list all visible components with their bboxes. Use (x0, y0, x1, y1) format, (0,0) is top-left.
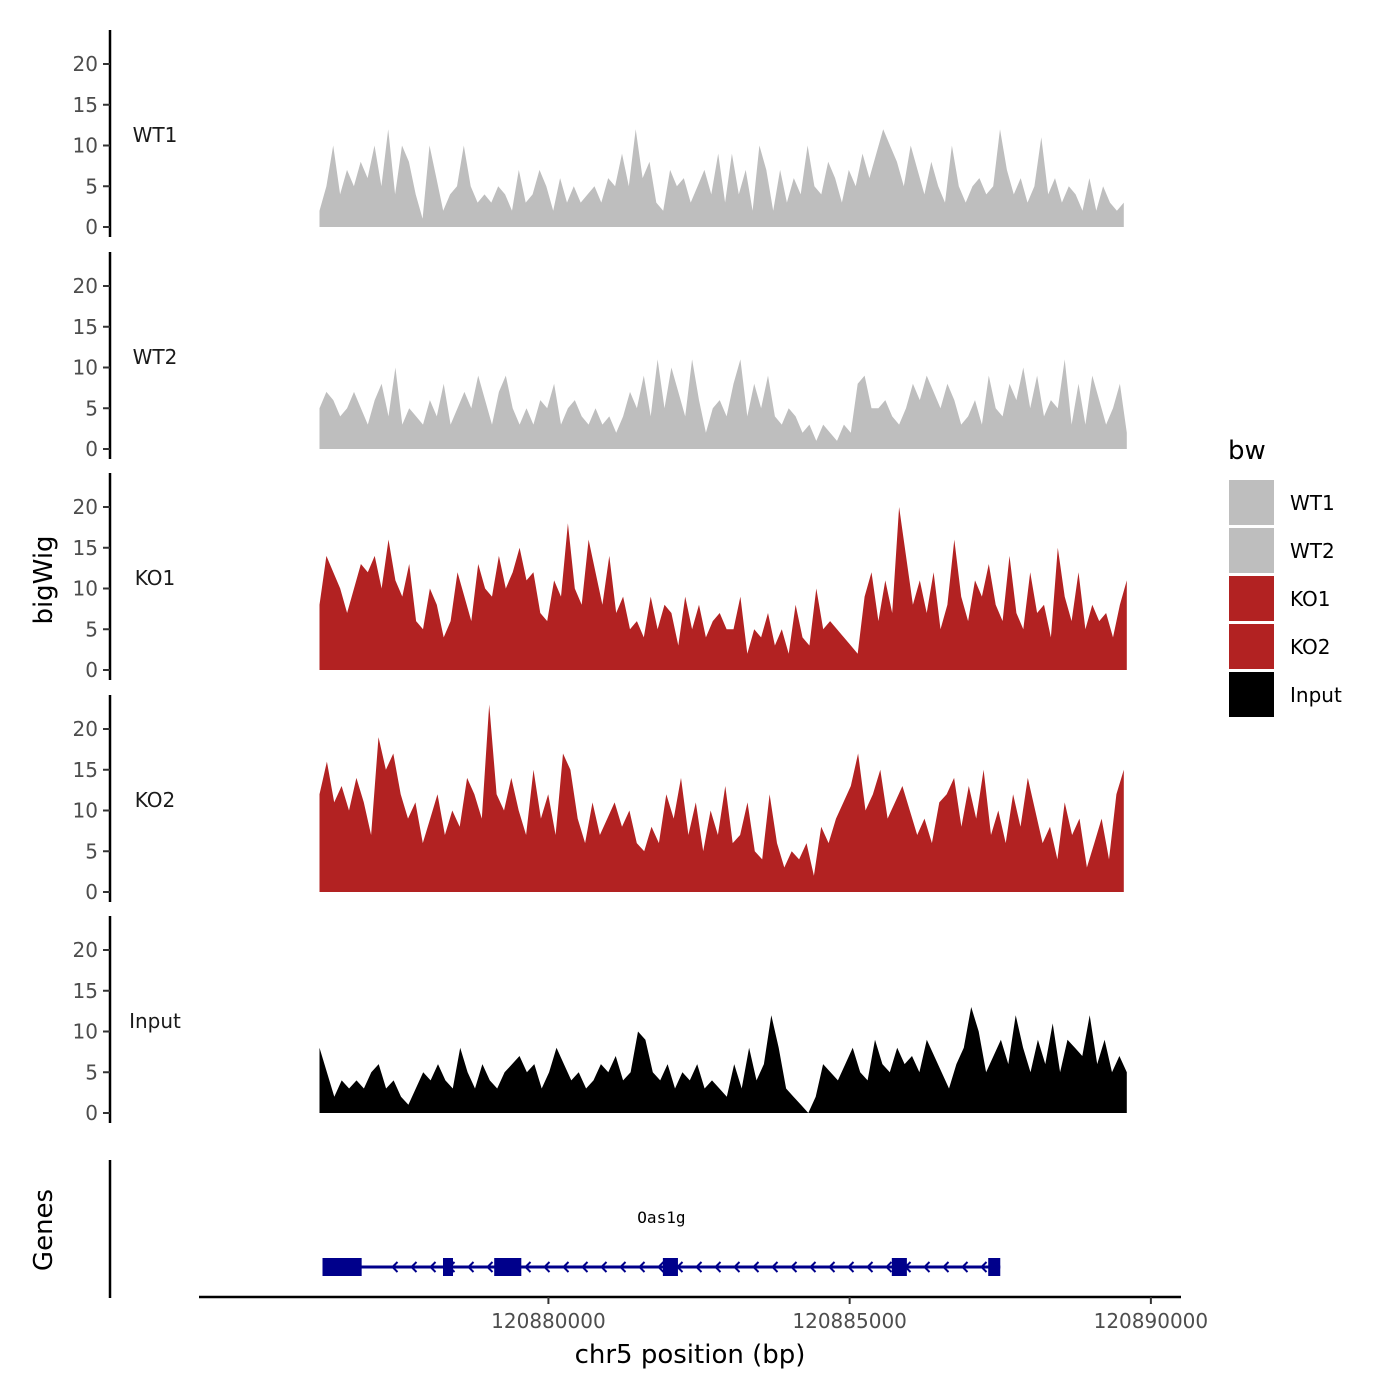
strand-arrow (942, 1261, 950, 1273)
area-input (319, 1007, 1127, 1113)
strand-arrow (695, 1261, 703, 1273)
legend-label: WT2 (1290, 539, 1335, 563)
area-ko2 (319, 704, 1124, 892)
y-tick-label: 20 (73, 938, 98, 962)
legend-swatch (1229, 528, 1274, 573)
area-ko1 (319, 507, 1127, 670)
strand-arrow (866, 1261, 874, 1273)
strand-arrow (619, 1261, 627, 1273)
strand-arrow (752, 1261, 760, 1273)
genes-axis-title: Genes (29, 1189, 59, 1271)
legend-swatch (1229, 480, 1274, 525)
legend-swatch (1229, 576, 1274, 621)
y-tick-label: 5 (85, 617, 98, 641)
y-tick-label: 0 (85, 1101, 98, 1125)
y-tick-label: 0 (85, 880, 98, 904)
strand-arrow (562, 1261, 570, 1273)
strand-arrow (885, 1261, 893, 1273)
strand-arrow (543, 1261, 551, 1273)
track-label: WT1 (133, 123, 178, 147)
y-tick-label: 10 (73, 1020, 98, 1044)
track-input: 0 5 10 15 20 Input (73, 916, 1127, 1125)
exon (891, 1258, 907, 1276)
strand-arrow (391, 1261, 399, 1273)
y-tick-label: 0 (85, 658, 98, 682)
x-tick-label: 120890000 (1094, 1309, 1209, 1333)
y-axis-title: bigWig (29, 535, 59, 624)
strand-arrow (657, 1261, 665, 1273)
x-axis-title: chr5 position (bp) (575, 1340, 806, 1370)
legend-label: KO1 (1290, 587, 1331, 611)
strand-arrow (961, 1261, 969, 1273)
exon (442, 1258, 453, 1276)
x-axis: 120880000 120885000 120890000 (199, 1295, 1209, 1333)
legend-title: bw (1228, 436, 1266, 466)
y-tick-label: 5 (85, 174, 98, 198)
exon (662, 1258, 678, 1276)
strand-arrow (733, 1261, 741, 1273)
exon (988, 1258, 1001, 1276)
strand-arrow (771, 1261, 779, 1273)
strand-arrow (600, 1261, 608, 1273)
track-label: KO1 (135, 566, 176, 590)
y-tick-label: 15 (73, 315, 98, 339)
area-wt2 (319, 359, 1127, 449)
track-ko2: 0 5 10 15 20 KO2 (73, 695, 1124, 904)
strand-arrow (828, 1261, 836, 1273)
y-tick-label: 20 (73, 495, 98, 519)
gene-track: Oas1g (108, 1160, 1001, 1298)
y-tick-label: 15 (73, 93, 98, 117)
strand-arrow (429, 1261, 437, 1273)
coverage-tracks: 0 5 10 15 20 WT1 0 5 10 15 20 WT2 0 5 10 15 20 KO1 0 5 10 15 2… (73, 30, 1127, 1125)
y-tick-label: 5 (85, 839, 98, 863)
strand-arrow (410, 1261, 418, 1273)
track-ko1: 0 5 10 15 20 KO1 (73, 473, 1127, 682)
y-tick-label: 15 (73, 758, 98, 782)
strand-arrow (847, 1261, 855, 1273)
strand-arrow (790, 1261, 798, 1273)
y-tick-label: 20 (73, 52, 98, 76)
y-tick-label: 15 (73, 536, 98, 560)
exon (322, 1258, 362, 1276)
track-label: Input (129, 1009, 181, 1033)
y-tick-label: 10 (73, 134, 98, 158)
track-wt2: 0 5 10 15 20 WT2 (73, 252, 1127, 461)
legend-label: KO2 (1290, 635, 1331, 659)
track-wt1: 0 5 10 15 20 WT1 (73, 30, 1124, 239)
legend: bw WT1 WT2 KO1 KO2 Input (1228, 436, 1342, 717)
track-label: WT2 (133, 345, 178, 369)
strand-arrow (524, 1261, 532, 1273)
y-tick-label: 20 (73, 274, 98, 298)
strand-arrow (486, 1261, 494, 1273)
y-tick-label: 20 (73, 717, 98, 741)
strand-arrow (581, 1261, 589, 1273)
strand-arrow (809, 1261, 817, 1273)
y-tick-label: 0 (85, 437, 98, 461)
legend-label: WT1 (1290, 491, 1335, 515)
y-tick-label: 5 (85, 396, 98, 420)
area-wt1 (319, 129, 1124, 227)
strand-arrow (638, 1261, 646, 1273)
legend-swatch (1229, 672, 1274, 717)
strand-arrow (467, 1261, 475, 1273)
x-tick-label: 120880000 (491, 1309, 606, 1333)
gene-name: Oas1g (637, 1208, 685, 1227)
legend-swatch (1229, 624, 1274, 669)
exon (494, 1258, 522, 1276)
y-tick-label: 5 (85, 1060, 98, 1084)
strand-arrow (714, 1261, 722, 1273)
y-tick-label: 10 (73, 799, 98, 823)
legend-label: Input (1290, 683, 1342, 707)
strand-arrow (980, 1261, 988, 1273)
y-tick-label: 10 (73, 577, 98, 601)
y-tick-label: 10 (73, 356, 98, 380)
strand-arrow (923, 1261, 931, 1273)
track-label: KO2 (135, 788, 176, 812)
x-tick-label: 120885000 (792, 1309, 907, 1333)
y-tick-label: 0 (85, 215, 98, 239)
y-tick-label: 15 (73, 979, 98, 1003)
